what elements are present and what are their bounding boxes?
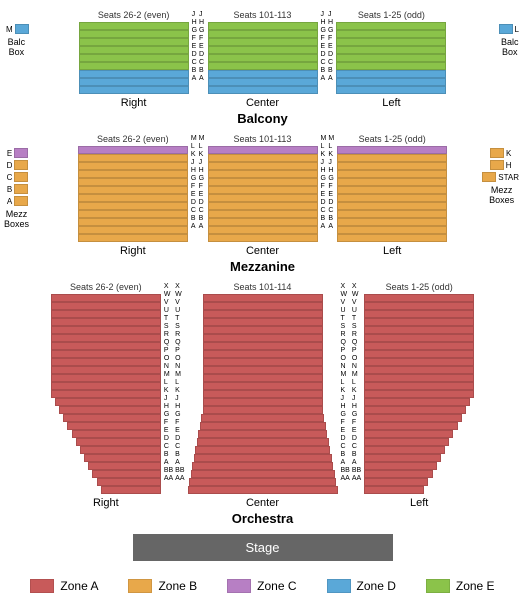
orchestra-title: Orchestra <box>8 511 517 526</box>
mezzanine-sections: EDCBAMezzBoxesSeats 26-2 (even)RightMLKJ… <box>8 134 517 257</box>
seating-chart: MBalcBoxSeats 26-2 (even)RightJHGFEDCBAJ… <box>0 0 525 611</box>
legend-item: Zone E <box>426 579 495 593</box>
orchestra-level: Seats 26-2 (even)RightXWVUTSRQPONMLKJHGF… <box>8 282 517 526</box>
legend: Zone A Zone B Zone C Zone D Zone E <box>8 571 517 601</box>
balcony-sections: MBalcBoxSeats 26-2 (even)RightJHGFEDCBAJ… <box>8 10 517 109</box>
stage: Stage <box>133 534 393 561</box>
legend-item: Zone A <box>30 579 98 593</box>
legend-item: Zone C <box>227 579 296 593</box>
mezzanine-title: Mezzanine <box>8 259 517 274</box>
legend-item: Zone B <box>128 579 197 593</box>
orchestra-sections: Seats 26-2 (even)RightXWVUTSRQPONMLKJHGF… <box>8 282 517 509</box>
mezzanine-level: EDCBAMezzBoxesSeats 26-2 (even)RightMLKJ… <box>8 134 517 274</box>
balcony-level: MBalcBoxSeats 26-2 (even)RightJHGFEDCBAJ… <box>8 10 517 126</box>
legend-item: Zone D <box>327 579 396 593</box>
balcony-title: Balcony <box>8 111 517 126</box>
